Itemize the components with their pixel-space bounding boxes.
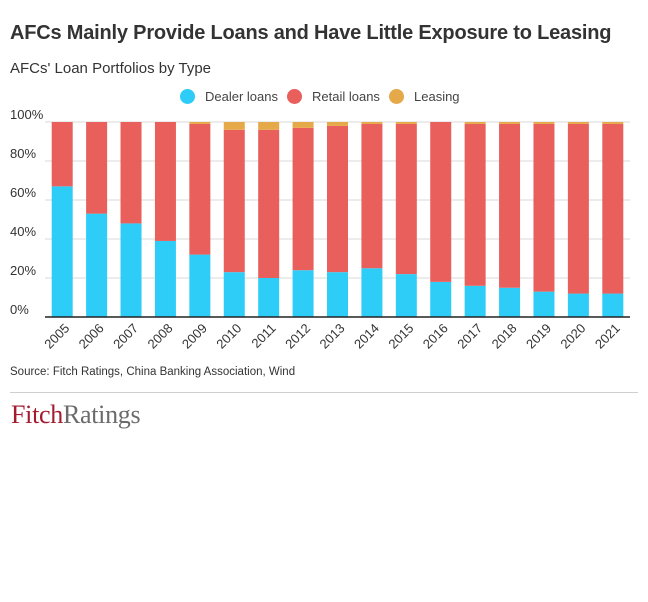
- bar-segment: [567, 123, 589, 294]
- bar-segment: [533, 291, 555, 317]
- x-tick-label: 2014: [351, 321, 382, 352]
- bar-segment: [499, 123, 521, 288]
- y-tick-label: 100%: [10, 107, 44, 122]
- bar-segment: [533, 122, 555, 124]
- bar-segment: [361, 123, 383, 269]
- bar-segment: [430, 281, 452, 317]
- chart-title: AFCs Mainly Provide Loans and Have Littl…: [10, 22, 612, 44]
- bar-segment: [258, 129, 280, 278]
- bar-segment: [430, 122, 452, 282]
- bar-segment: [189, 122, 211, 124]
- legend-item-retail-loans: Retail loans: [287, 86, 380, 106]
- legend-swatch-leasing: [389, 88, 404, 104]
- bar-segment: [361, 122, 383, 124]
- bar-segment: [120, 223, 142, 317]
- legend-item-leasing: Leasing: [389, 86, 460, 106]
- bar-segment: [327, 272, 348, 317]
- x-tick-label: 2020: [557, 321, 588, 352]
- x-tick-label: 2011: [248, 321, 278, 351]
- bar-segment: [189, 123, 211, 255]
- legend-label-retail-loans: Retail loans: [312, 88, 380, 104]
- x-tick-label: 2015: [385, 321, 416, 352]
- bar-segment: [86, 122, 108, 214]
- y-tick-label: 80%: [10, 146, 36, 161]
- bar-segment: [361, 268, 383, 317]
- x-tick-label: 2009: [179, 321, 210, 352]
- bar-segment: [86, 213, 108, 317]
- bar-segment: [602, 123, 624, 294]
- logo-part-ratings: Ratings: [62, 400, 141, 429]
- bar-segment: [327, 125, 348, 273]
- bar-segment: [499, 122, 521, 124]
- bar-segment: [395, 274, 417, 317]
- source-note: Source: Fitch Ratings, China Banking Ass…: [10, 366, 296, 378]
- bar-segment: [154, 240, 176, 317]
- x-tick-label: 2008: [145, 321, 176, 352]
- bar-segment: [602, 293, 624, 317]
- x-tick-label: 2013: [317, 321, 348, 352]
- y-tick-label: 40%: [10, 224, 36, 239]
- x-tick-label: 2012: [282, 321, 313, 352]
- bar-segment: [567, 122, 589, 124]
- x-tick-label: 2021: [592, 321, 623, 352]
- bar-segment: [223, 272, 245, 317]
- x-tick-label: 2018: [489, 321, 520, 352]
- x-tick-label: 2005: [41, 321, 72, 352]
- bar-segment: [499, 287, 521, 317]
- y-tick-label: 60%: [10, 185, 36, 200]
- bar-segment: [292, 122, 314, 128]
- footer-divider: [10, 392, 638, 393]
- x-tick-label: 2010: [213, 321, 244, 352]
- bar-segment: [223, 122, 245, 130]
- bar-segment: [51, 122, 73, 187]
- bar-segment: [292, 127, 314, 271]
- bar-segment: [464, 122, 486, 124]
- bar-segment: [395, 122, 417, 124]
- bar-segment: [223, 129, 245, 273]
- legend-swatch-dealer-loans: [180, 88, 195, 104]
- y-tick-label: 0%: [10, 302, 29, 317]
- legend-swatch-retail-loans: [287, 88, 302, 104]
- x-tick-label: 2007: [110, 321, 141, 352]
- x-tick-label: 2016: [420, 321, 451, 352]
- bar-segment: [464, 285, 486, 317]
- bar-segment: [189, 254, 211, 317]
- bar-segment: [120, 122, 142, 224]
- bar-segment: [567, 293, 589, 317]
- chart-legend: Dealer loans Retail loans Leasing: [0, 86, 648, 106]
- bar-segment: [292, 270, 314, 317]
- chart-subtitle: AFCs' Loan Portfolios by Type: [10, 60, 212, 77]
- bar-segment: [258, 122, 280, 130]
- logo-part-fitch: Fitch: [11, 400, 63, 429]
- bar-segment: [395, 123, 417, 275]
- legend-label-leasing: Leasing: [414, 88, 460, 104]
- y-tick-label: 20%: [10, 263, 36, 278]
- legend-label-dealer-loans: Dealer loans: [205, 88, 278, 104]
- bar-segment: [327, 122, 348, 126]
- stacked-bar-chart: 0%20%40%60%80%100%2005 2006 2007 2008 2009 20…: [10, 107, 630, 352]
- x-tick-label: 2006: [76, 321, 107, 352]
- bar-segment: [464, 123, 486, 286]
- x-tick-label: 2017: [454, 321, 485, 352]
- x-tick-label: 2019: [523, 321, 554, 352]
- fitch-ratings-logo: FitchRatings: [11, 400, 141, 430]
- legend-item-dealer-loans: Dealer loans: [180, 86, 278, 106]
- bar-segment: [154, 122, 176, 241]
- bar-segment: [533, 123, 555, 292]
- bar-segment: [602, 122, 624, 124]
- bar-segment: [51, 186, 73, 317]
- bar-segment: [258, 278, 280, 317]
